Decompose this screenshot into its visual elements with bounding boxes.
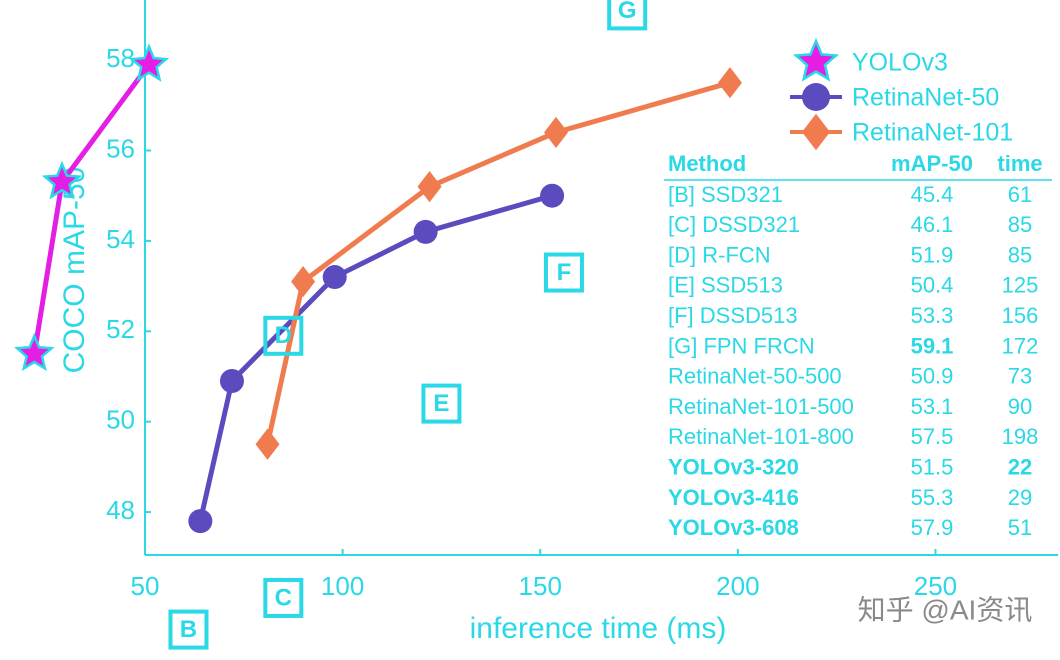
diamond-marker — [291, 265, 316, 298]
table-cell: 85 — [1008, 212, 1032, 237]
star-marker — [41, 160, 83, 200]
table-cell: YOLOv3-320 — [668, 455, 799, 480]
table-cell: 90 — [1008, 394, 1032, 419]
diamond-marker — [255, 428, 280, 460]
x-tick-label: 200 — [716, 571, 759, 601]
legend-label: RetinaNet-50 — [852, 84, 999, 112]
x-tick-label: 150 — [519, 571, 562, 601]
method-letter: E — [433, 390, 449, 417]
legend-label: YOLOv3 — [852, 49, 948, 77]
y-tick-label: 54 — [106, 224, 135, 254]
table-cell: 172 — [1002, 333, 1039, 358]
series-line — [265, 80, 731, 445]
diamond-marker — [717, 67, 742, 99]
table-cell: 46.1 — [911, 212, 954, 237]
table-cell: 50.9 — [911, 364, 954, 389]
method-box — [543, 252, 584, 293]
table-cell: 53.3 — [911, 303, 954, 328]
legend-label: RetinaNet-101 — [852, 119, 1013, 147]
y-tick-label: 52 — [106, 314, 135, 344]
circle-marker — [413, 219, 438, 244]
legend-marker — [802, 83, 830, 111]
x-tick-label: 250 — [914, 571, 957, 601]
table-cell: RetinaNet-101-800 — [668, 424, 854, 449]
table-header: time — [997, 151, 1042, 176]
circle-marker — [188, 509, 213, 534]
table-cell: [E] SSD513 — [668, 273, 783, 298]
method-box — [263, 315, 304, 356]
star-marker — [128, 43, 170, 82]
y-tick-label: 48 — [106, 495, 135, 525]
table-cell: 51.9 — [911, 242, 954, 267]
watermark: 知乎 @AI资讯 — [858, 594, 1033, 625]
method-box — [263, 577, 304, 618]
method-letter: B — [180, 616, 197, 643]
table-cell: 59.1 — [911, 333, 954, 358]
table-cell: RetinaNet-101-500 — [668, 394, 854, 419]
table-header: Method — [668, 151, 746, 176]
table-cell: RetinaNet-50-500 — [668, 364, 842, 389]
table-header: mAP-50 — [891, 151, 973, 176]
method-box — [168, 609, 209, 650]
table-cell: 22 — [1008, 455, 1032, 480]
series-line — [31, 63, 152, 355]
table-cell: 51.5 — [911, 455, 954, 480]
legend-marker — [802, 113, 830, 151]
table-cell: 125 — [1002, 273, 1039, 298]
table-cell: [D] R-FCN — [668, 242, 771, 267]
method-letter: G — [618, 0, 637, 24]
method-box — [607, 0, 648, 31]
table-cell: [G] FPN FRCN — [668, 333, 815, 358]
table-cell: 50.4 — [911, 273, 954, 298]
table-cell: [F] DSSD513 — [668, 303, 798, 328]
y-tick-label: 50 — [106, 405, 135, 435]
x-axis-label: inference time (ms) — [470, 612, 727, 645]
table-cell: YOLOv3-416 — [668, 485, 799, 510]
method-letter: D — [275, 322, 292, 349]
table-cell: [B] SSD321 — [668, 182, 783, 207]
table-cell: 198 — [1002, 424, 1039, 449]
table-cell: 61 — [1008, 182, 1032, 207]
diamond-marker — [417, 171, 442, 203]
table-cell: [C] DSSD321 — [668, 212, 800, 237]
y-axis-label: COCO mAP-50 — [58, 167, 91, 374]
table-cell: 57.5 — [911, 424, 954, 449]
x-tick-label: 100 — [321, 571, 364, 601]
y-tick-label: 56 — [106, 133, 135, 163]
table-cell: 57.9 — [911, 515, 954, 540]
series-line — [197, 193, 553, 522]
table-cell: 29 — [1008, 485, 1032, 510]
table-cell: 156 — [1002, 303, 1039, 328]
table-cell: 45.4 — [911, 182, 954, 207]
table-cell: YOLOv3-608 — [668, 515, 799, 540]
circle-marker — [540, 183, 565, 208]
method-box — [421, 383, 462, 424]
method-letter: F — [557, 259, 572, 286]
diamond-marker — [544, 116, 569, 149]
star-marker — [14, 332, 55, 372]
table-cell: 53.1 — [911, 394, 954, 419]
table-cell: 55.3 — [911, 485, 954, 510]
table-cell: 73 — [1008, 364, 1032, 389]
table-cell: 85 — [1008, 242, 1032, 267]
x-tick-label: 50 — [131, 571, 160, 601]
method-letter: C — [275, 584, 292, 611]
circle-marker — [219, 368, 244, 393]
circle-marker — [322, 265, 347, 290]
legend-marker — [792, 37, 840, 82]
table-cell: 51 — [1008, 515, 1032, 540]
